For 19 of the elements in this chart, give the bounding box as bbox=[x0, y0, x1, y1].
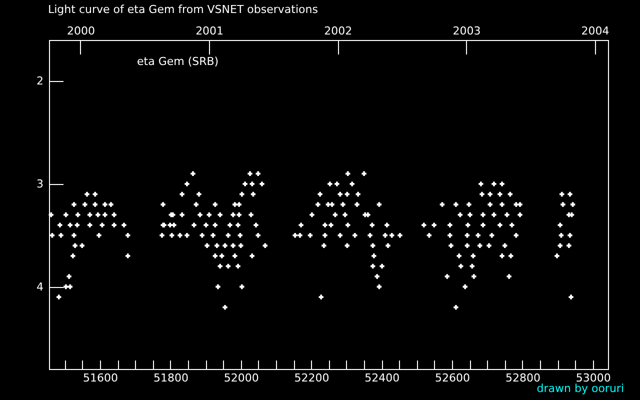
x-tick-label: 52400 bbox=[364, 372, 400, 384]
x2-tick-label: 2000 bbox=[67, 24, 95, 38]
x-tick-label: 52000 bbox=[224, 372, 259, 384]
x2-tick-label: 2004 bbox=[581, 24, 610, 38]
chart-title: Light curve of eta Gem from VSNET observations bbox=[48, 3, 318, 16]
x-tick-label: 51800 bbox=[153, 372, 188, 384]
x-tick-label: 51600 bbox=[83, 372, 118, 384]
annotation: eta Gem (SRB) bbox=[137, 55, 219, 68]
y-tick-label: 2 bbox=[36, 74, 44, 88]
y-tick-label: 3 bbox=[36, 177, 44, 190]
text: drawn by ooruri bbox=[536, 382, 624, 395]
x2-tick-label: 2003 bbox=[452, 24, 481, 38]
y-tick-label: 4 bbox=[36, 280, 44, 294]
x-tick-label: 53000 bbox=[576, 372, 611, 384]
x2-tick-label: 2001 bbox=[196, 24, 224, 38]
x-tick-label: 52200 bbox=[294, 372, 330, 384]
x-tick-label: 52600 bbox=[435, 372, 470, 384]
x2-tick-label: 2002 bbox=[324, 24, 352, 38]
x-tick-label: 52800 bbox=[505, 372, 540, 384]
